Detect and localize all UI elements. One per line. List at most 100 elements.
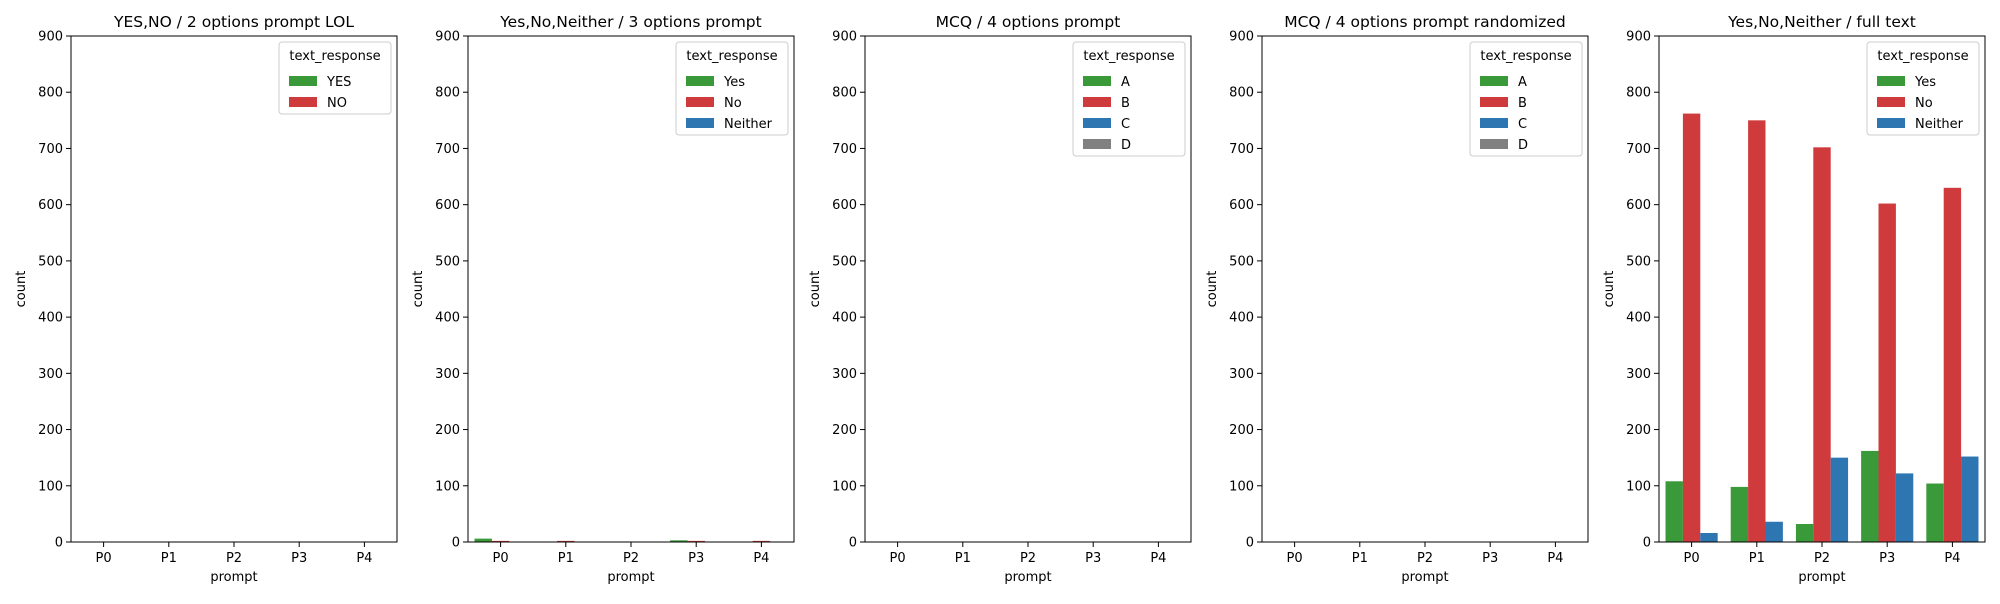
bar-Yes-P4 bbox=[1926, 483, 1944, 542]
legend-label: D bbox=[1121, 138, 1131, 153]
legend-swatch-No bbox=[686, 97, 714, 107]
legend-swatch-NO bbox=[289, 97, 317, 107]
x-tick-label: P4 bbox=[1150, 551, 1166, 566]
legend-title: text_response bbox=[1877, 49, 1968, 64]
legend-swatch-A bbox=[1083, 76, 1111, 86]
x-tick-label: P0 bbox=[493, 551, 509, 566]
legend-swatch-B bbox=[1083, 97, 1111, 107]
chart-panel-5: Yes,No,Neither / full text 0 100 200 300 400 5… bbox=[1602, 13, 1986, 585]
y-tick-label: 800 bbox=[1626, 86, 1651, 101]
bar-No-P0 bbox=[1682, 113, 1701, 542]
bar-No-P1 bbox=[557, 540, 575, 542]
y-tick-label: 700 bbox=[38, 142, 63, 157]
legend-swatch-Neither bbox=[1877, 118, 1905, 128]
legend-label: B bbox=[1121, 96, 1130, 111]
y-tick-label: 900 bbox=[38, 30, 63, 45]
y-tick-label: 600 bbox=[38, 198, 63, 213]
plot-frame bbox=[1261, 35, 1589, 543]
legend-label: A bbox=[1121, 75, 1130, 90]
legend-box bbox=[675, 41, 789, 136]
y-tick-label: 100 bbox=[1626, 479, 1651, 494]
bar-No-P2 bbox=[1813, 147, 1831, 542]
legend-swatch-Neither bbox=[686, 118, 714, 128]
y-tick-label: 600 bbox=[1626, 198, 1651, 213]
legend-label: A bbox=[1518, 75, 1527, 90]
plot-frame bbox=[1658, 35, 1986, 543]
legend-label: C bbox=[1121, 117, 1130, 132]
legend-swatch-Yes bbox=[1877, 76, 1905, 86]
x-tick-label: P2 bbox=[226, 551, 242, 566]
chart-panel-3: MCQ / 4 options prompt 0 100 200 300 400 500 60… bbox=[808, 13, 1192, 585]
y-tick-label: 400 bbox=[1626, 311, 1651, 326]
y-tick-label: 200 bbox=[38, 423, 63, 438]
x-tick-label: P1 bbox=[1352, 551, 1368, 566]
bar-No-P4 bbox=[1943, 187, 1962, 543]
x-tick-label: P4 bbox=[753, 551, 769, 566]
legend-swatch-D bbox=[1480, 139, 1508, 149]
y-tick-label: 200 bbox=[1229, 423, 1254, 438]
legend-swatch-A bbox=[1480, 76, 1508, 86]
legend-swatch-B bbox=[1480, 97, 1508, 107]
x-tick-label: P3 bbox=[1879, 551, 1895, 566]
y-tick-label: 400 bbox=[38, 311, 63, 326]
chart-title: Yes,No,Neither / 3 options prompt bbox=[499, 13, 761, 31]
x-tick-label: P3 bbox=[291, 551, 307, 566]
y-tick-label: 800 bbox=[1229, 86, 1254, 101]
x-tick-label: P1 bbox=[1749, 551, 1765, 566]
y-tick-label: 600 bbox=[1229, 198, 1254, 213]
y-tick-label: 600 bbox=[435, 198, 460, 213]
legend-label: Yes bbox=[1914, 75, 1936, 90]
bar-No-P3 bbox=[1878, 203, 1896, 542]
y-tick-label: 800 bbox=[832, 86, 857, 101]
chart-panel-1: YES,NO / 2 options prompt LOL 0 100 200 300 4… bbox=[14, 13, 398, 585]
y-tick-label: 100 bbox=[1229, 479, 1254, 494]
bar-Yes-P1 bbox=[1730, 486, 1749, 542]
legend: text_response YES NO bbox=[278, 41, 392, 115]
y-axis-label: count bbox=[1205, 271, 1220, 308]
legend-label: Yes bbox=[723, 75, 745, 90]
plot-frame bbox=[864, 35, 1192, 543]
y-tick-label: 500 bbox=[1626, 254, 1651, 269]
legend-label: No bbox=[724, 96, 742, 111]
x-tick-label: P4 bbox=[1944, 551, 1960, 566]
y-tick-label: 0 bbox=[1246, 536, 1254, 551]
bar-Yes-P3 bbox=[670, 540, 688, 542]
bar-No-P4 bbox=[752, 540, 771, 542]
x-tick-label: P0 bbox=[890, 551, 906, 566]
y-tick-label: 900 bbox=[832, 30, 857, 45]
x-axis-label: prompt bbox=[1401, 570, 1448, 585]
x-tick-label: P2 bbox=[623, 551, 639, 566]
y-tick-label: 500 bbox=[832, 254, 857, 269]
x-axis-label: prompt bbox=[1798, 570, 1845, 585]
legend-swatch-YES bbox=[289, 76, 317, 86]
y-tick-label: 600 bbox=[832, 198, 857, 213]
chart-title: YES,NO / 2 options prompt LOL bbox=[113, 13, 354, 31]
x-axis-label: prompt bbox=[607, 570, 654, 585]
legend-label: NO bbox=[327, 96, 347, 111]
legend-swatch-No bbox=[1877, 97, 1905, 107]
y-tick-label: 300 bbox=[832, 367, 857, 382]
y-tick-label: 100 bbox=[435, 479, 460, 494]
y-tick-label: 0 bbox=[1643, 536, 1651, 551]
legend: text_response Yes No Neither bbox=[675, 41, 789, 136]
y-tick-label: 300 bbox=[38, 367, 63, 382]
chart-title: MCQ / 4 options prompt bbox=[936, 13, 1121, 31]
y-axis-label: count bbox=[1602, 271, 1617, 308]
legend-title: text_response bbox=[289, 49, 380, 64]
bar-Neither-P3 bbox=[1895, 473, 1914, 542]
y-tick-label: 700 bbox=[1229, 142, 1254, 157]
bar-Neither-P1 bbox=[1765, 521, 1783, 542]
y-tick-label: 700 bbox=[1626, 142, 1651, 157]
x-tick-label: P0 bbox=[1684, 551, 1700, 566]
x-tick-label: P2 bbox=[1417, 551, 1433, 566]
legend-label: Neither bbox=[724, 117, 773, 132]
x-tick-label: P4 bbox=[356, 551, 372, 566]
y-tick-label: 500 bbox=[435, 254, 460, 269]
bar-Yes-P0 bbox=[474, 538, 492, 542]
chart-title: MCQ / 4 options prompt randomized bbox=[1284, 13, 1566, 31]
y-tick-label: 100 bbox=[832, 479, 857, 494]
legend-title: text_response bbox=[686, 49, 777, 64]
legend-label: B bbox=[1518, 96, 1527, 111]
x-tick-label: P1 bbox=[558, 551, 574, 566]
